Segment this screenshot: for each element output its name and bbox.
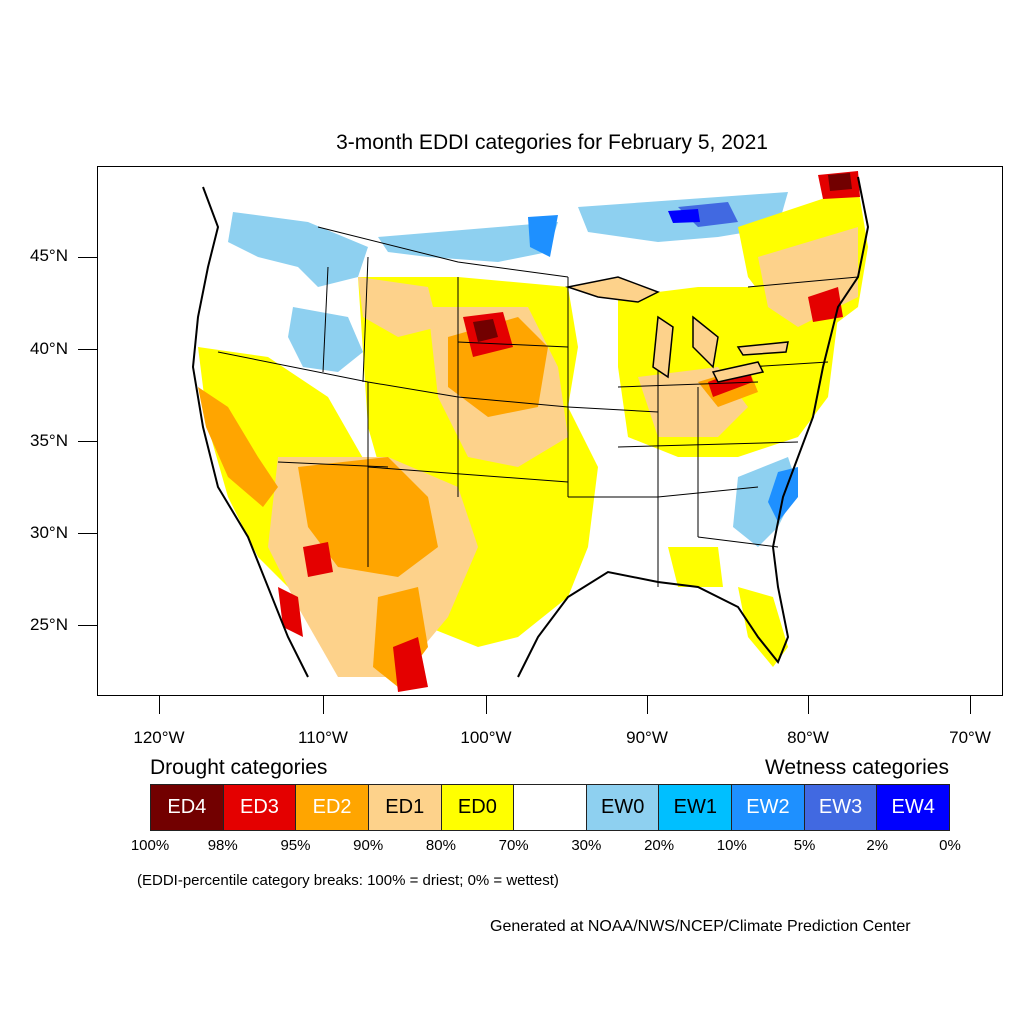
lon-label-80: 80°W bbox=[787, 728, 829, 747]
percent-break-label: 0% bbox=[939, 837, 961, 854]
lat-tick-45 bbox=[78, 257, 97, 258]
eddi-map bbox=[191, 171, 870, 695]
ed4-maine bbox=[828, 173, 852, 191]
percent-break-label: 70% bbox=[498, 837, 529, 854]
legend-box-ew1: EW1 bbox=[659, 785, 733, 830]
ed3-new-york bbox=[808, 287, 843, 322]
legend-box-ew2: EW2 bbox=[732, 785, 805, 830]
wet-far-north-ew4 bbox=[668, 209, 700, 223]
ed2-california bbox=[198, 387, 278, 507]
coastline bbox=[191, 176, 870, 678]
percent-break-label: 95% bbox=[280, 837, 311, 854]
lat-label-35: 35°N bbox=[30, 431, 68, 450]
ed3-baja bbox=[278, 587, 303, 637]
wet-northern-plains-strip bbox=[378, 222, 558, 262]
wetness-categories-heading: Wetness categories bbox=[764, 756, 949, 779]
percent-break-label: 90% bbox=[353, 837, 384, 854]
lat-label-30: 30°N bbox=[30, 523, 68, 542]
legend-box-normal bbox=[514, 785, 587, 830]
ed0-gulf-coast bbox=[668, 547, 723, 587]
great-lakes bbox=[565, 276, 789, 383]
percent-break-label: 100% bbox=[130, 837, 170, 854]
lon-label-110: 110°W bbox=[298, 728, 348, 747]
percent-break-label: 80% bbox=[425, 837, 456, 854]
lon-tick-80 bbox=[808, 696, 809, 714]
percent-break-label: 2% bbox=[866, 837, 889, 854]
lon-tick-120 bbox=[159, 696, 160, 714]
map-frame bbox=[97, 166, 1003, 696]
ed3-arizona bbox=[303, 542, 333, 577]
percent-break-label: 20% bbox=[644, 837, 675, 854]
percent-break-label: 98% bbox=[207, 837, 238, 854]
lat-tick-35 bbox=[78, 441, 97, 442]
lon-tick-70 bbox=[970, 696, 971, 714]
lat-tick-25 bbox=[78, 625, 97, 626]
legend-box-ew4: EW4 bbox=[877, 785, 950, 830]
ed1-montana bbox=[358, 277, 438, 337]
legend-colorbar: ED4 ED3 ED2 ED1 ED0 EW0 EW1 EW2 EW3 EW4 bbox=[150, 784, 950, 831]
lon-tick-90 bbox=[647, 696, 648, 714]
drought-categories-heading: Drought categories bbox=[150, 756, 328, 779]
credit-line: Generated at NOAA/NWS/NCEP/Climate Predi… bbox=[490, 918, 911, 935]
ed0-florida bbox=[738, 587, 788, 667]
ed4-south-dakota bbox=[473, 319, 498, 342]
legend-box-ew0: EW0 bbox=[586, 785, 660, 830]
ed3-texas-big-bend bbox=[393, 637, 428, 692]
category-note: (EDDI-percentile category breaks: 100% =… bbox=[137, 872, 559, 889]
legend-box-ed4: ED4 bbox=[151, 785, 224, 830]
percent-break-label: 5% bbox=[793, 837, 816, 854]
legend-box-ed3: ED3 bbox=[223, 785, 297, 830]
lat-tick-40 bbox=[78, 349, 97, 350]
lon-label-100: 100°W bbox=[460, 728, 512, 747]
wet-pacific-northwest bbox=[228, 212, 368, 287]
legend-box-ed0: ED0 bbox=[441, 785, 515, 830]
wet-idaho bbox=[288, 307, 363, 372]
legend-box-ed1: ED1 bbox=[368, 785, 442, 830]
legend-box-ed2: ED2 bbox=[296, 785, 369, 830]
lat-label-25: 25°N bbox=[30, 615, 68, 634]
wet-minnesota-superior bbox=[528, 215, 558, 257]
lat-label-40: 40°N bbox=[30, 339, 68, 358]
percent-break-label: 10% bbox=[716, 837, 747, 854]
legend-box-ew3: EW3 bbox=[804, 785, 878, 830]
lon-tick-100 bbox=[486, 696, 487, 714]
state-borders bbox=[217, 226, 859, 587]
lon-label-120: 120°W bbox=[133, 728, 185, 747]
lon-tick-110 bbox=[323, 696, 324, 714]
lon-label-90: 90°W bbox=[626, 728, 668, 747]
lat-tick-30 bbox=[78, 533, 97, 534]
map-title: 3-month EDDI categories for February 5, … bbox=[336, 131, 768, 154]
lon-label-70: 70°W bbox=[949, 728, 991, 747]
percent-break-label: 30% bbox=[571, 837, 602, 854]
lat-label-45: 45°N bbox=[30, 246, 68, 265]
